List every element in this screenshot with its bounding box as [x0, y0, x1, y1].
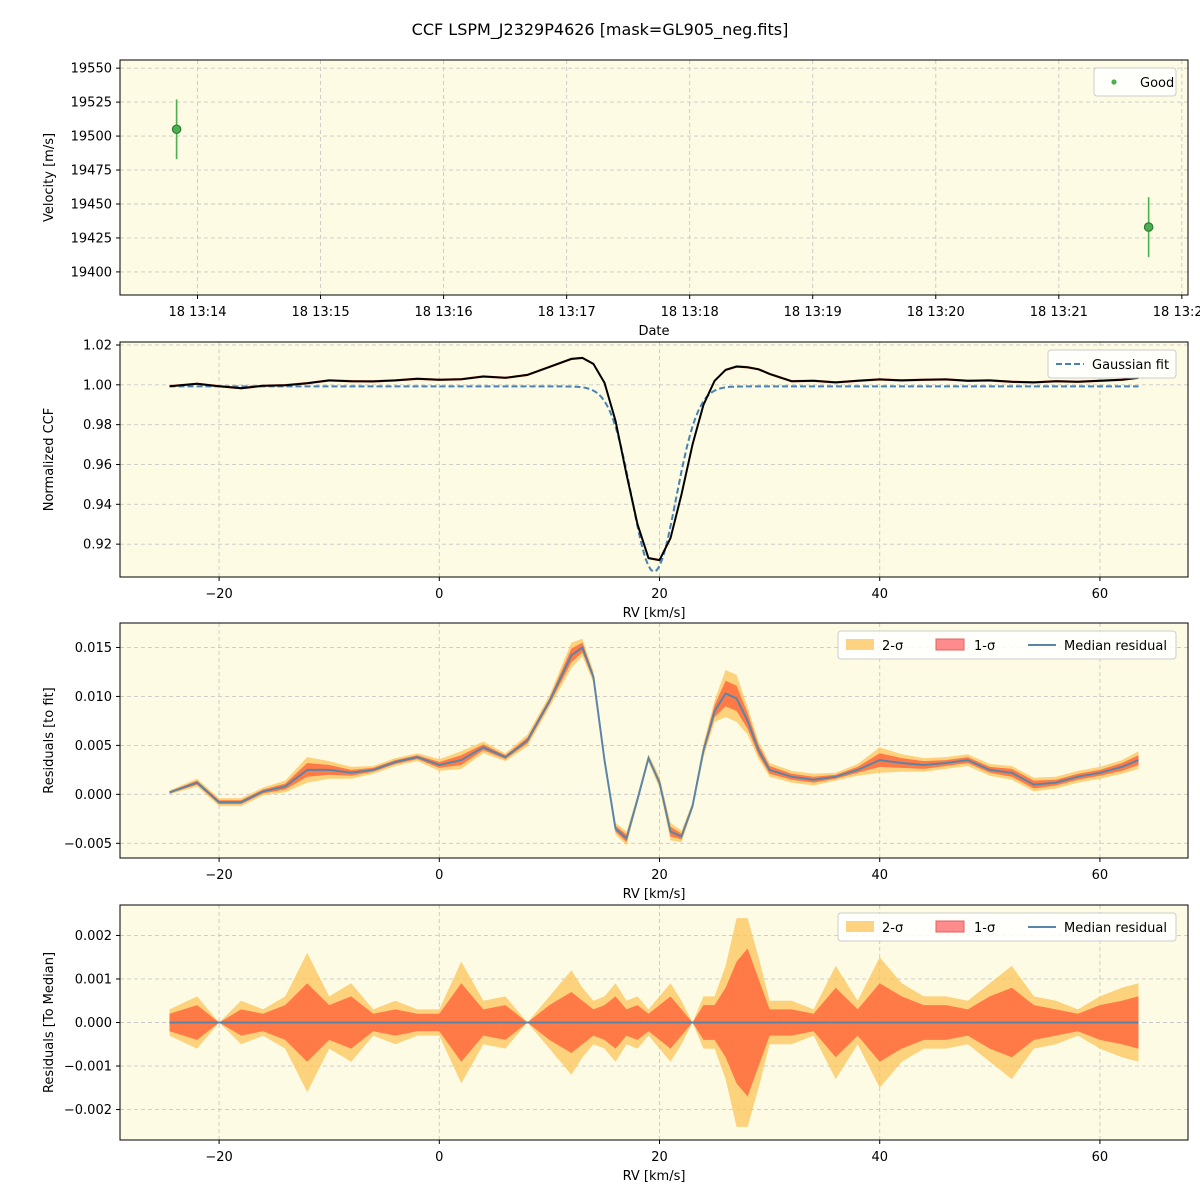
x-tick-label: −20 — [205, 1150, 232, 1165]
x-tick-label: 18 13:21 — [1030, 305, 1088, 320]
x-tick-label: −20 — [205, 868, 232, 883]
y-axis-label: Residuals [to fit] — [42, 687, 57, 793]
legend-marker-sigma1 — [935, 920, 965, 933]
x-tick-label: 0 — [435, 868, 443, 883]
ccf-line — [169, 356, 1139, 562]
x-tick-label: 18 13:22 — [1153, 305, 1200, 320]
legend-box — [1093, 67, 1177, 97]
legend-box — [837, 912, 1177, 942]
data-point — [171, 124, 182, 135]
y-tick-label: 19400 — [71, 265, 112, 280]
legend-label-sigma2: 2-σ — [882, 921, 903, 936]
y-tick-label: 0.000 — [75, 788, 112, 803]
y-tick-label: 19475 — [71, 164, 112, 179]
x-tick-label: 18 13:14 — [168, 305, 226, 320]
x-tick-label: 60 — [1092, 587, 1109, 602]
x-tick-label: 0 — [435, 587, 443, 602]
legend-box — [837, 630, 1177, 660]
y-tick-label: −0.002 — [64, 1103, 112, 1118]
legend-label-sigma1: 1-σ — [974, 921, 995, 936]
x-axis-label: Date — [638, 324, 669, 339]
legend-label-good: Good — [1140, 76, 1174, 91]
y-tick-label: 0.92 — [83, 538, 112, 553]
axes-frame-2 — [119, 622, 1189, 859]
axes-frame-0 — [119, 59, 1189, 296]
legend-marker-good — [1111, 79, 1117, 85]
x-tick-label: 60 — [1092, 1150, 1109, 1165]
axes-background-2 — [120, 623, 1188, 858]
x-tick-label: 40 — [871, 868, 888, 883]
x-tick-label: 20 — [651, 868, 668, 883]
median-residual-line — [169, 645, 1139, 841]
data-point — [1143, 222, 1154, 232]
x-tick-label: 20 — [651, 1150, 668, 1165]
x-tick-label: 40 — [871, 587, 888, 602]
legend-box — [1047, 349, 1177, 379]
y-axis-label: Velocity [m/s] — [42, 133, 57, 222]
axes-background-0 — [120, 60, 1188, 295]
y-tick-label: 0.96 — [83, 458, 112, 473]
x-tick-label: 18 13:18 — [661, 305, 719, 320]
x-tick-label: 18 13:15 — [291, 305, 349, 320]
x-axis-label: RV [km/s] — [623, 887, 686, 902]
y-tick-label: 0.94 — [83, 498, 112, 513]
legend-label-median: Median residual — [1064, 639, 1167, 654]
y-tick-label: 19425 — [71, 231, 112, 246]
y-tick-label: 19525 — [71, 96, 112, 111]
y-tick-label: 19450 — [71, 197, 112, 212]
x-axis-label: RV [km/s] — [623, 606, 686, 621]
legend-label-gaussian: Gaussian fit — [1092, 358, 1169, 373]
y-tick-label: 1.02 — [83, 338, 112, 353]
figure-title: CCF LSPM_J2329P4626 [mask=GL905_neg.fits… — [411, 20, 789, 39]
legend-marker-sigma2 — [846, 921, 874, 932]
y-tick-label: 1.00 — [83, 378, 112, 393]
legend-label-median: Median residual — [1064, 921, 1167, 936]
x-axis-label: RV [km/s] — [623, 1169, 686, 1184]
plot-area-2 — [169, 638, 1139, 846]
axes-frame-1 — [119, 341, 1189, 578]
y-axis-label: Normalized CCF — [42, 408, 57, 512]
legend-label-sigma1: 1-σ — [974, 639, 995, 654]
x-tick-label: −20 — [205, 587, 232, 602]
legend-marker-sigma2 — [846, 639, 874, 650]
y-tick-label: 0.001 — [75, 972, 112, 987]
x-tick-label: 18 13:16 — [415, 305, 473, 320]
y-tick-label: 0.002 — [75, 929, 112, 944]
y-tick-label: 0.000 — [75, 1016, 112, 1031]
y-tick-label: 0.015 — [75, 641, 112, 656]
y-tick-label: 0.98 — [83, 418, 112, 433]
y-tick-label: 19500 — [71, 130, 112, 145]
legend-label-sigma2: 2-σ — [882, 639, 903, 654]
axes-background-1 — [120, 342, 1188, 577]
y-tick-label: 0.005 — [75, 739, 112, 754]
x-tick-label: 18 13:20 — [907, 305, 965, 320]
x-tick-label: 0 — [435, 1150, 443, 1165]
y-axis-label: Residuals [To Median] — [42, 952, 57, 1093]
y-tick-label: −0.005 — [64, 837, 112, 852]
x-tick-label: 40 — [871, 1150, 888, 1165]
x-tick-label: 18 13:17 — [538, 305, 596, 320]
y-tick-label: 19550 — [71, 62, 112, 77]
plot-area-0 — [171, 99, 1154, 257]
plot-area-1 — [169, 356, 1139, 573]
x-tick-label: 20 — [651, 587, 668, 602]
legend-marker-sigma1 — [935, 638, 965, 651]
axes-frame-3 — [119, 904, 1189, 1141]
x-tick-label: 60 — [1092, 868, 1109, 883]
x-tick-label: 18 13:19 — [784, 305, 842, 320]
plot-area-3 — [169, 918, 1139, 1127]
y-tick-label: 0.010 — [75, 690, 112, 705]
y-tick-label: −0.001 — [64, 1060, 112, 1075]
